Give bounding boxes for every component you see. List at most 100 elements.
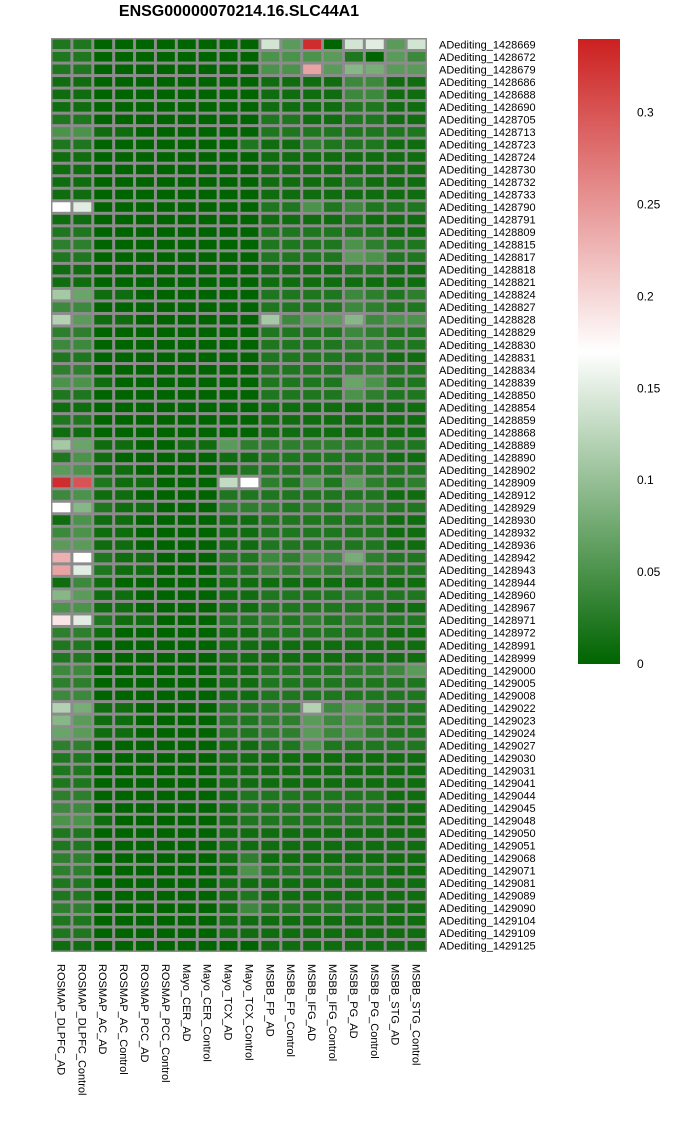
heatmap-cell bbox=[136, 89, 154, 100]
heatmap-cell bbox=[303, 602, 322, 613]
heatmap-cell bbox=[115, 690, 134, 701]
row-label: ADediting_1428999 bbox=[439, 653, 536, 665]
heatmap-cell bbox=[407, 239, 426, 250]
heatmap-cell bbox=[386, 289, 405, 300]
heatmap-cell bbox=[219, 552, 238, 563]
heatmap-cell bbox=[156, 502, 175, 513]
heatmap-cell bbox=[282, 627, 301, 638]
heatmap-cell bbox=[303, 64, 322, 75]
row-label: ADediting_1428818 bbox=[439, 265, 536, 277]
heatmap-cell bbox=[115, 390, 134, 400]
heatmap-cell bbox=[156, 678, 175, 688]
heatmap-cell bbox=[156, 640, 175, 651]
heatmap-cell bbox=[136, 678, 154, 688]
heatmap-cell bbox=[94, 790, 113, 801]
heatmap-cell bbox=[94, 878, 113, 888]
heatmap-cell bbox=[282, 577, 301, 588]
heatmap-cell bbox=[365, 590, 384, 600]
heatmap-cell bbox=[386, 164, 405, 175]
heatmap-cell bbox=[365, 940, 384, 951]
heatmap-cell bbox=[344, 465, 363, 475]
row-label: ADediting_1428902 bbox=[439, 465, 536, 477]
heatmap-cell bbox=[261, 703, 280, 713]
heatmap-cell bbox=[115, 928, 134, 938]
heatmap-cell bbox=[240, 790, 259, 801]
heatmap-cells bbox=[51, 38, 427, 952]
heatmap-cell bbox=[261, 377, 280, 388]
heatmap-cell bbox=[303, 815, 322, 826]
heatmap-cell bbox=[324, 653, 342, 663]
heatmap-cell bbox=[282, 690, 301, 701]
heatmap-cell bbox=[386, 703, 405, 713]
heatmap-cell bbox=[198, 365, 217, 375]
heatmap-cell bbox=[386, 552, 405, 563]
heatmap-cell bbox=[282, 289, 301, 300]
row-label: ADediting_1428827 bbox=[439, 302, 536, 314]
heatmap-cell bbox=[261, 365, 280, 375]
heatmap-cell bbox=[115, 339, 134, 350]
heatmap-cell bbox=[115, 515, 134, 525]
heatmap-cell bbox=[324, 302, 342, 312]
heatmap-cell bbox=[303, 127, 322, 137]
heatmap-cell bbox=[324, 915, 342, 926]
heatmap-cell bbox=[177, 928, 196, 938]
heatmap-cell bbox=[303, 177, 322, 187]
heatmap-cell bbox=[324, 102, 342, 112]
heatmap-cell bbox=[324, 114, 342, 125]
row-label: ADediting_1428830 bbox=[439, 340, 536, 352]
heatmap-cell bbox=[282, 189, 301, 200]
heatmap-cell bbox=[73, 302, 92, 312]
heatmap-cell bbox=[115, 490, 134, 500]
heatmap-cell bbox=[94, 415, 113, 425]
heatmap-cell bbox=[94, 940, 113, 951]
heatmap-cell bbox=[407, 565, 426, 575]
heatmap-cell bbox=[156, 853, 175, 863]
heatmap-cell bbox=[115, 915, 134, 926]
heatmap-cell bbox=[303, 302, 322, 312]
heatmap-cell bbox=[303, 314, 322, 325]
heatmap-cell bbox=[240, 778, 259, 788]
row-label: ADediting_1428672 bbox=[439, 52, 536, 64]
heatmap-cell bbox=[94, 214, 113, 225]
heatmap-cell bbox=[386, 828, 405, 838]
heatmap-cell bbox=[136, 302, 154, 312]
heatmap-cell bbox=[303, 778, 322, 788]
heatmap-cell bbox=[219, 640, 238, 651]
heatmap-cell bbox=[198, 640, 217, 651]
column-label: MSBB_IFG_AD bbox=[305, 964, 317, 1041]
heatmap-cell bbox=[282, 264, 301, 275]
heatmap-cell bbox=[365, 114, 384, 125]
heatmap-cell bbox=[177, 665, 196, 676]
heatmap-cell bbox=[52, 890, 71, 901]
heatmap-cell bbox=[365, 314, 384, 325]
heatmap-cell bbox=[386, 502, 405, 513]
heatmap-cell bbox=[52, 239, 71, 250]
heatmap-cell bbox=[344, 365, 363, 375]
heatmap-cell bbox=[115, 377, 134, 388]
heatmap-cell bbox=[73, 878, 92, 888]
heatmap-cell bbox=[303, 415, 322, 425]
heatmap-cell bbox=[407, 377, 426, 388]
heatmap-cell bbox=[324, 590, 342, 600]
heatmap-cell bbox=[73, 527, 92, 538]
heatmap-cell bbox=[386, 314, 405, 325]
heatmap-cell bbox=[365, 890, 384, 901]
heatmap-cell bbox=[282, 327, 301, 337]
heatmap-cell bbox=[386, 602, 405, 613]
heatmap-cell bbox=[386, 527, 405, 538]
heatmap-cell bbox=[407, 653, 426, 663]
heatmap-cell bbox=[407, 352, 426, 363]
row-label: ADediting_1428817 bbox=[439, 252, 536, 264]
heatmap-cell bbox=[156, 314, 175, 325]
heatmap-cell bbox=[156, 227, 175, 237]
heatmap-cell bbox=[303, 515, 322, 525]
heatmap-cell bbox=[344, 577, 363, 588]
heatmap-cell bbox=[240, 164, 259, 175]
heatmap-cell bbox=[240, 878, 259, 888]
heatmap-cell bbox=[52, 577, 71, 588]
heatmap-cell bbox=[240, 189, 259, 200]
heatmap-cell bbox=[240, 352, 259, 363]
heatmap-cell bbox=[177, 452, 196, 463]
heatmap-cell bbox=[136, 765, 154, 776]
heatmap-cell bbox=[73, 477, 92, 488]
